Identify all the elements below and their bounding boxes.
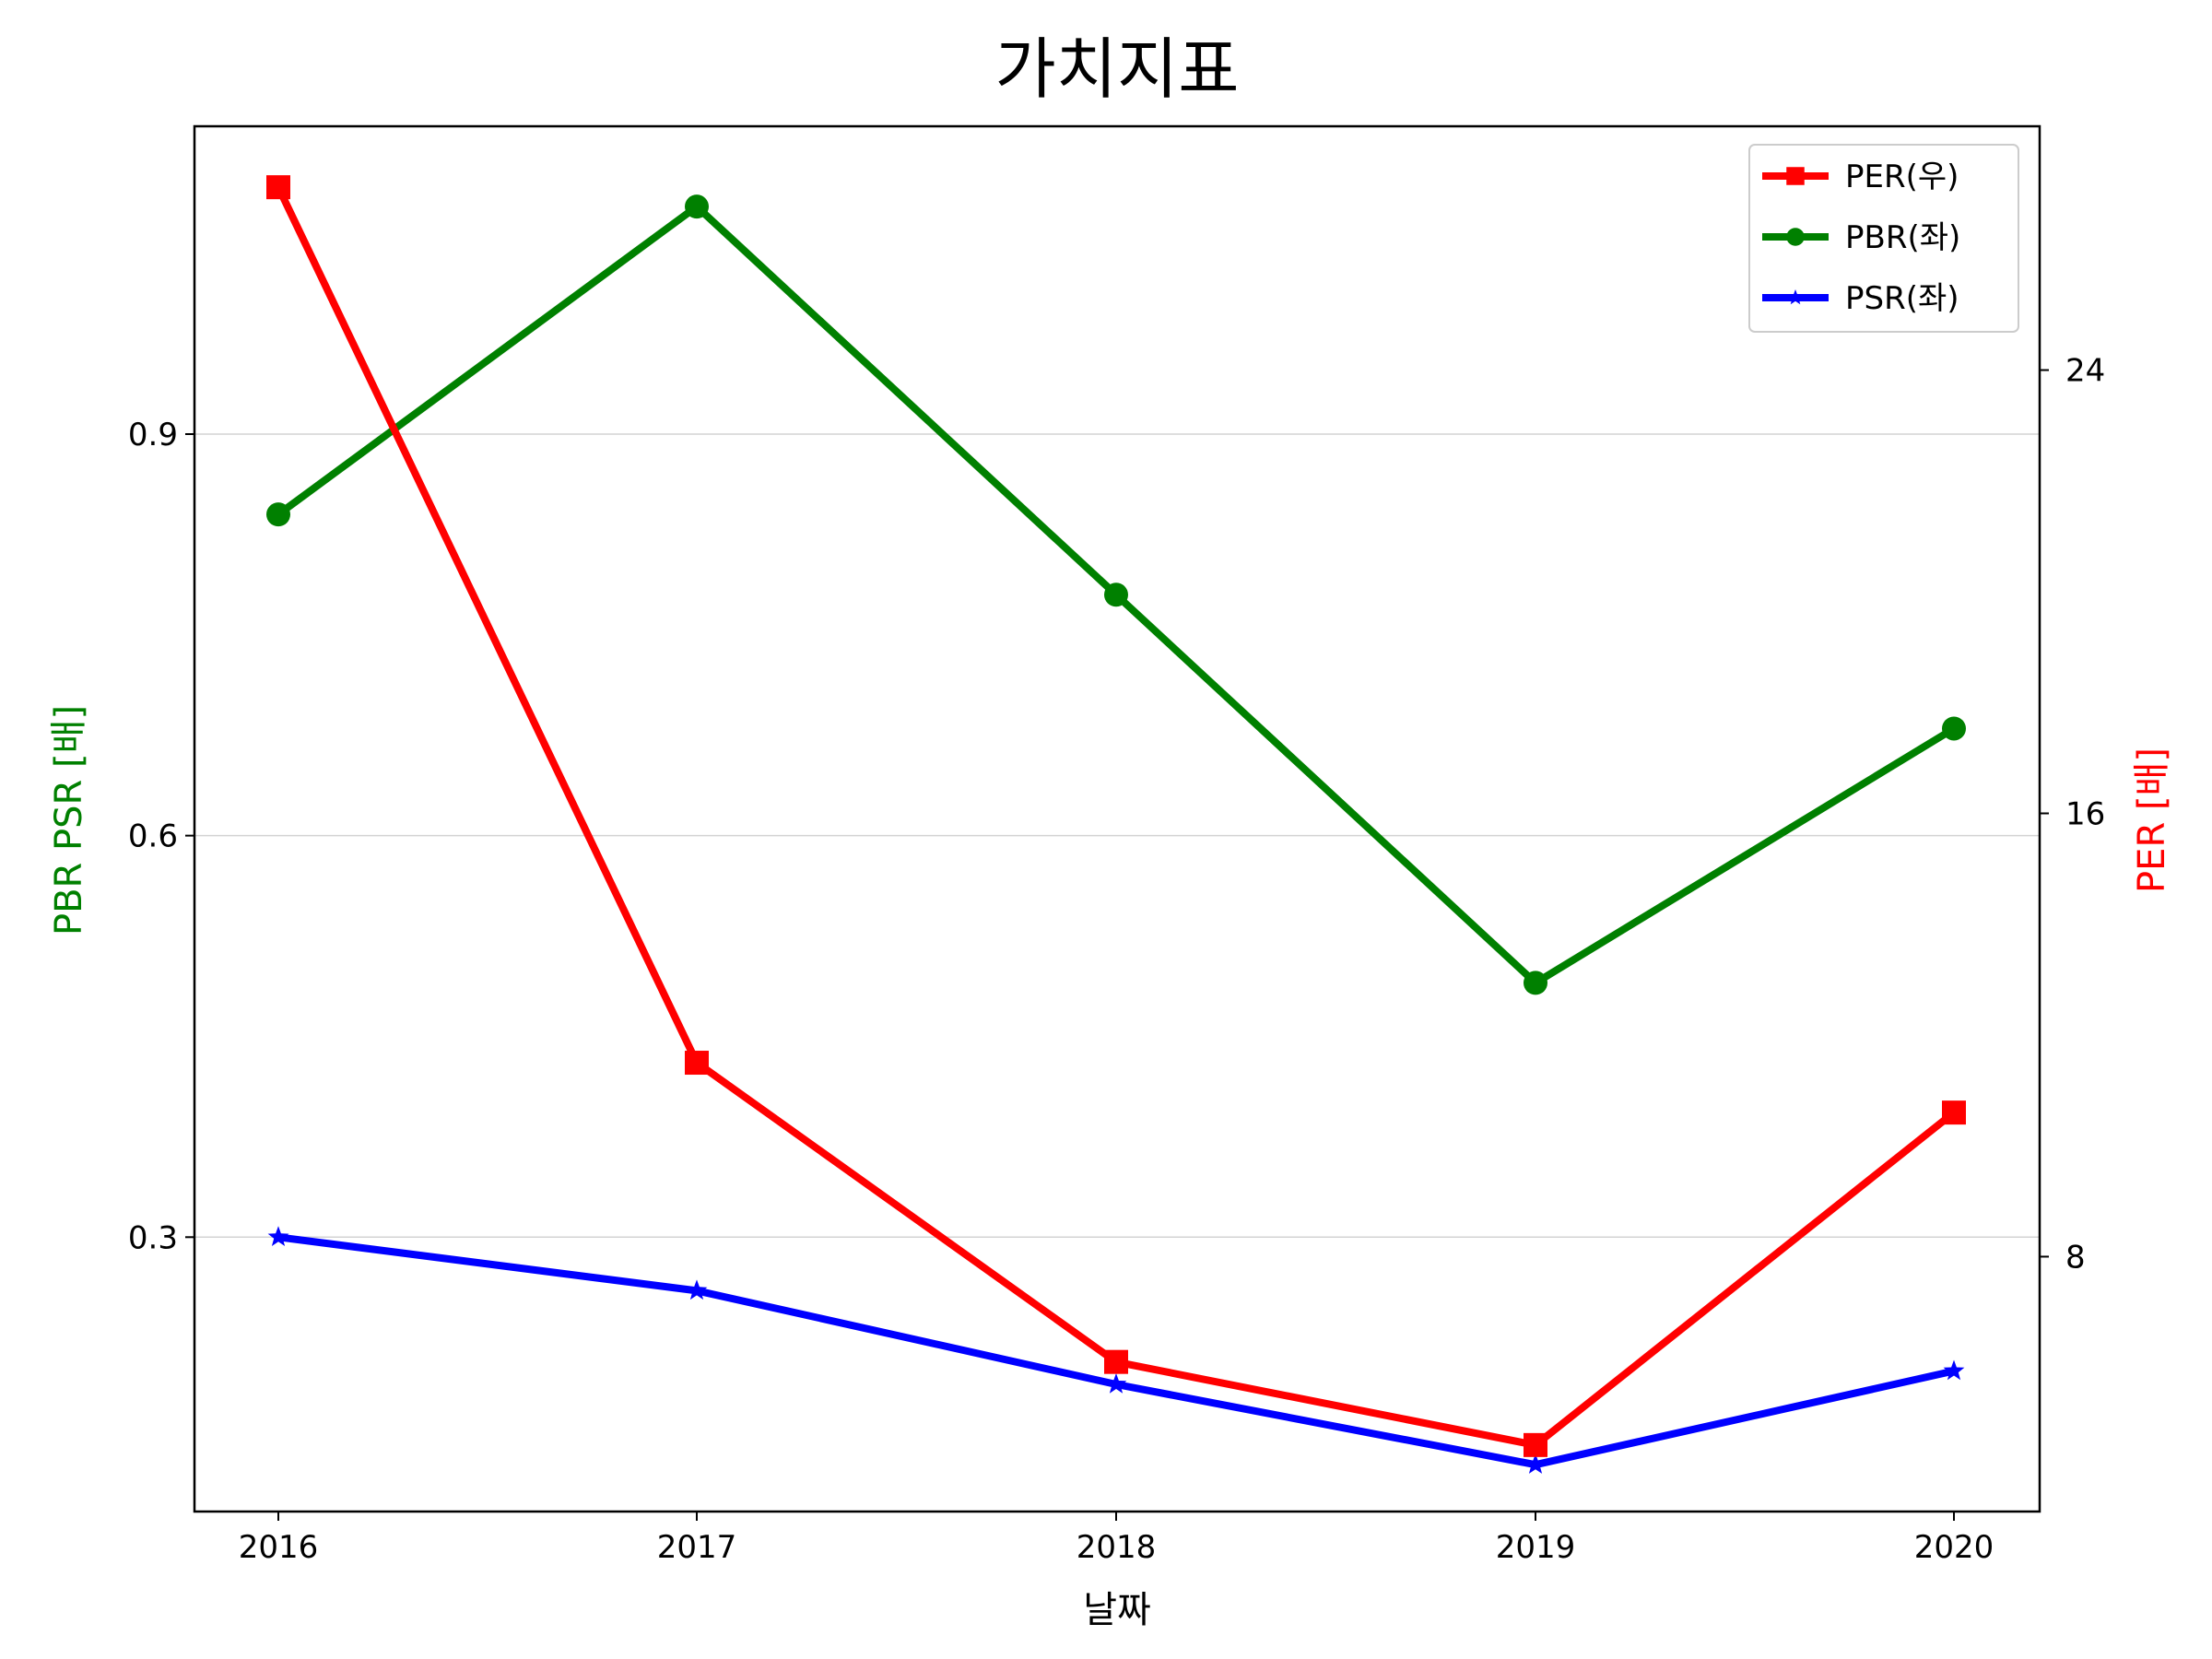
x-tick-label-2018: 2018	[1077, 1529, 1157, 1566]
point-PER(우)-2020	[1942, 1100, 1966, 1125]
series-layer	[266, 175, 1966, 1474]
x-tick-label-2016: 2016	[239, 1529, 319, 1566]
point-PBR(좌)-2020	[1942, 716, 1966, 741]
plot-frame	[193, 124, 2041, 1513]
x-axis: 2016 2017 2018 2019 2020	[239, 1512, 1994, 1566]
legend-item-PER(우): PER(우)	[1762, 159, 1959, 195]
point-PER(우)-2019	[1524, 1432, 1547, 1457]
y-left-tick-label-0.3: 0.3	[128, 1219, 178, 1256]
y-axis-right-title: PER [배]	[2131, 747, 2173, 893]
point-PER(우)-2018	[1104, 1349, 1128, 1374]
legend: PER(우) PBR(좌) PSR(좌)	[1748, 144, 2019, 333]
legend-marker-PER(우)	[1786, 167, 1805, 185]
y-right-tick-label-8: 8	[2065, 1239, 2086, 1276]
point-PSR(좌)-2017	[686, 1279, 708, 1300]
legend-box	[1748, 144, 2019, 333]
x-axis-title: 날짜	[1083, 1589, 1151, 1631]
y-axis-right: 8 16 24	[2040, 353, 2105, 1276]
series-PBR(좌)	[266, 194, 1966, 995]
legend-marker-PBR(좌)	[1786, 228, 1805, 246]
legend-label-PSR(좌): PSR(좌)	[1845, 280, 1959, 317]
grid-lines	[194, 433, 2040, 1239]
point-PSR(좌)-2020	[1943, 1359, 1965, 1381]
point-PSR(좌)-2018	[1105, 1373, 1127, 1394]
x-tick-label-2017: 2017	[657, 1529, 737, 1566]
y-axis-left-title: PBR PSR [배]	[48, 705, 90, 935]
y-right-tick-label-16: 16	[2065, 795, 2105, 832]
point-PBR(좌)-2017	[685, 194, 709, 219]
x-tick-label-2020: 2020	[1914, 1529, 1994, 1566]
legend-marker-PSR(좌)	[1787, 289, 1804, 305]
y-left-tick-label-0.9: 0.9	[128, 417, 178, 453]
x-tick-label-2019: 2019	[1496, 1529, 1576, 1566]
legend-item-PSR(좌): PSR(좌)	[1762, 280, 1959, 317]
point-PER(우)-2017	[685, 1051, 709, 1076]
legend-label-PER(우): PER(우)	[1845, 159, 1959, 195]
point-PSR(좌)-2019	[1524, 1453, 1547, 1474]
point-PER(우)-2016	[266, 175, 290, 200]
legend-label-PBR(좌): PBR(좌)	[1845, 219, 1960, 256]
series-PSR(좌)	[267, 1226, 1965, 1474]
point-PSR(좌)-2016	[267, 1226, 289, 1246]
series-line-PER(우)	[275, 185, 1957, 1449]
y-right-tick-label-24: 24	[2065, 353, 2105, 390]
y-left-tick-label-0.6: 0.6	[128, 818, 178, 855]
point-PBR(좌)-2019	[1524, 971, 1547, 995]
legend-item-PBR(좌): PBR(좌)	[1762, 219, 1960, 256]
y-axis-left: 0.3 0.6 0.9	[128, 417, 194, 1256]
chart-title: 가치지표	[995, 30, 1240, 108]
series-PER(우)	[266, 175, 1966, 1457]
point-PBR(좌)-2018	[1104, 582, 1128, 607]
point-PBR(좌)-2016	[266, 502, 290, 527]
